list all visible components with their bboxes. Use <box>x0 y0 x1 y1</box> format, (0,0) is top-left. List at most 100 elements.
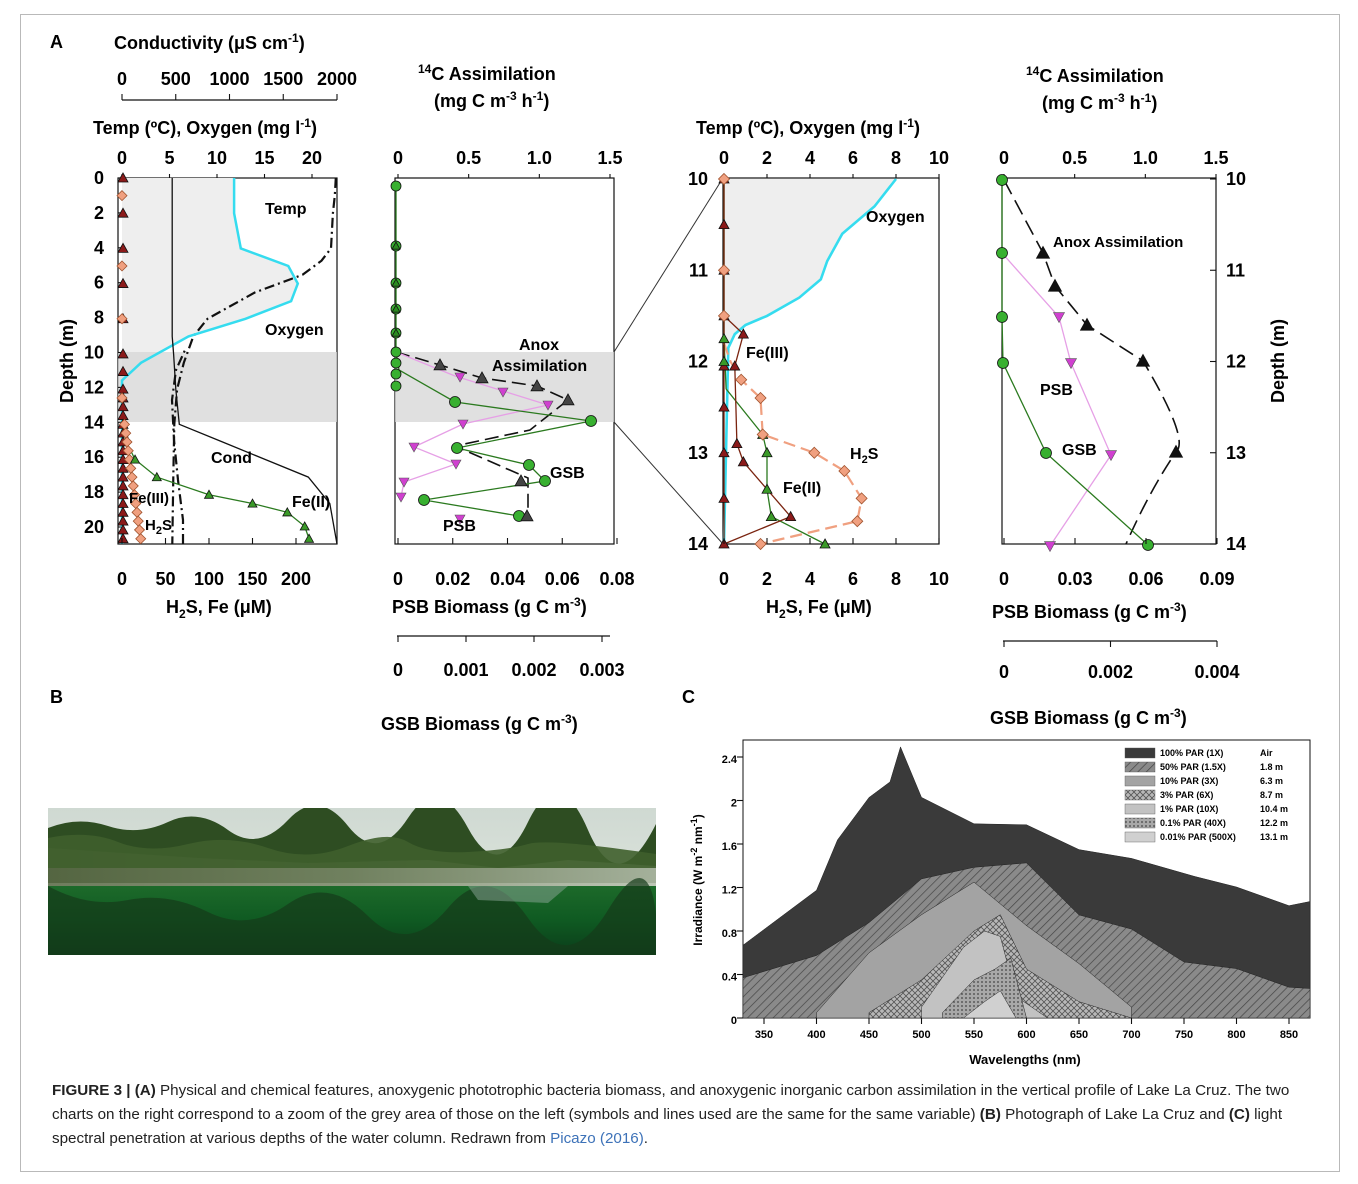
tick-label: 0 <box>117 69 127 89</box>
tick-label: 18 <box>84 482 104 502</box>
tick-label: 50 <box>155 569 175 589</box>
caption-b-text: Photograph of Lake La Cruz and <box>1001 1106 1229 1123</box>
legend-label: 100% PAR (1X) <box>1160 748 1223 758</box>
tick-label: 600 <box>1017 1029 1035 1041</box>
tick-label: 0 <box>731 1015 737 1027</box>
zoom-bottom-ticks: 0 2 4 6 8 10 <box>719 538 949 589</box>
assimilation-ticks-zoom: 0 0.5 1.0 1.5 <box>999 148 1229 180</box>
gsb-ticks-left: 0 0.001 0.002 0.003 <box>393 636 625 680</box>
panel-letter-c: C <box>682 687 695 707</box>
legend-depth: 1.8 m <box>1260 762 1283 772</box>
zoom-gsb-marker <box>997 175 1008 186</box>
zoom-connector-bottom <box>614 422 723 544</box>
tick-label: 0.5 <box>456 148 481 168</box>
legend-swatch <box>1125 804 1155 814</box>
legend-label: 3% PAR (6X) <box>1160 790 1213 800</box>
zoom-gsb-marker <box>998 358 1009 369</box>
tick-label: 10 <box>929 569 949 589</box>
anox-label-left-1: Anox <box>519 337 559 354</box>
irradiance-y-title: Irradiance (W m-2 nm-1) <box>689 814 705 945</box>
tick-label: 0 <box>999 662 1009 682</box>
caption-citation-link[interactable]: Picazo (2016) <box>550 1130 644 1147</box>
tick-label: 150 <box>237 569 267 589</box>
legend-depth: 6.3 m <box>1260 776 1283 786</box>
tick-label: 2 <box>94 203 104 223</box>
anox-label-left-2: Assimilation <box>492 358 587 375</box>
assimilation-chart-left: 14C Assimilation (mg C m-3 h-1) 0 0.5 1.0 1… <box>381 62 635 734</box>
legend-swatch <box>1125 776 1155 786</box>
tick-label: 2 <box>762 569 772 589</box>
tick-label: 200 <box>281 569 311 589</box>
tick-label: 0.004 <box>1194 662 1239 682</box>
irradiance-chart: 0 0.4 0.8 1.2 1.6 2 2.4 350 400 450 500 550 600 650 7… <box>689 740 1310 1067</box>
tick-label: 0.09 <box>1199 569 1234 589</box>
assimilation-chart-zoom: 14C Assimilation (mg C m-3 h-1) 0 0.5 1.0 1… <box>990 64 1288 728</box>
tick-label: 2 <box>731 798 737 810</box>
irradiance-legend: 100% PAR (1X) Air50% PAR (1.5X) 1.8 m10% P… <box>1125 748 1288 842</box>
psb-label-left: PSB <box>443 518 476 535</box>
legend-label: 0.01% PAR (500X) <box>1160 832 1236 842</box>
tick-label: 350 <box>755 1029 773 1041</box>
tick-label: 0.002 <box>1088 662 1133 682</box>
fe2-label: Fe(II) <box>292 494 330 511</box>
fe3-label: Fe(III) <box>129 490 169 507</box>
caption-a-label: (A) <box>135 1082 156 1099</box>
legend-swatch <box>1125 748 1155 758</box>
gsb-marker <box>540 476 551 487</box>
tick-label: 0.03 <box>1057 569 1092 589</box>
gsb-marker <box>586 416 597 427</box>
assimilation-title-zoom: 14C Assimilation <box>1026 64 1164 86</box>
psb-ticks-zoom: 0 0.03 0.06 0.09 <box>999 538 1235 589</box>
tick-label: 0.06 <box>545 569 580 589</box>
profile-chart-zoom: Temp (ºC), Oxygen (mg l-1) 0 2 4 6 8 10 10111… <box>688 116 949 621</box>
tick-label: 20 <box>84 517 104 537</box>
gsb-marker <box>524 460 535 471</box>
legend-label: 50% PAR (1.5X) <box>1160 762 1226 772</box>
tick-label: 550 <box>965 1029 983 1041</box>
zoom-top-ticks: 0 2 4 6 8 10 <box>719 148 949 180</box>
legend-swatch <box>1125 832 1155 842</box>
tick-label: 500 <box>161 69 191 89</box>
tick-label: 10 <box>929 148 949 168</box>
assimilation-units-left: (mg C m-3 h-1) <box>434 89 549 111</box>
tick-label: 1.2 <box>722 885 737 897</box>
zoom-oxygen-label: Oxygen <box>866 209 925 226</box>
tick-label: 1.0 <box>527 148 552 168</box>
tick-label: 700 <box>1122 1029 1140 1041</box>
tick-label: 400 <box>807 1029 825 1041</box>
tick-label: 4 <box>805 148 815 168</box>
zoom-band <box>118 352 337 422</box>
gsb-label-zoom: GSB <box>1062 442 1097 459</box>
zoom-gsb-marker <box>1041 448 1052 459</box>
legend-depth: 10.4 m <box>1260 804 1288 814</box>
tick-label: 0.02 <box>435 569 470 589</box>
tick-label: 11 <box>1226 260 1245 280</box>
gsb-marker <box>450 397 461 408</box>
psb-label-zoom: PSB <box>1040 382 1073 399</box>
lake-photograph <box>48 808 656 955</box>
gsb-axis-title-zoom: GSB Biomass (g C m-3) <box>990 706 1187 728</box>
tick-label: 20 <box>302 148 322 168</box>
caption-figure-label: FIGURE 3 | <box>52 1082 135 1099</box>
assimilation-title-left: 14C Assimilation <box>418 62 556 84</box>
tick-label: 650 <box>1070 1029 1088 1041</box>
tick-label: 1.5 <box>597 148 622 168</box>
tick-label: 11 <box>689 260 708 280</box>
gsb-marker <box>391 381 401 391</box>
tick-label: 14 <box>84 412 104 432</box>
legend-label: 0.1% PAR (40X) <box>1160 818 1226 828</box>
tick-label: 800 <box>1227 1029 1245 1041</box>
tick-label: 13 <box>1226 443 1246 463</box>
tick-label: 450 <box>860 1029 878 1041</box>
lake-photo-drawing <box>48 808 656 955</box>
tick-label: 1000 <box>209 69 249 89</box>
caption-c-label: (C) <box>1229 1106 1250 1123</box>
temp-ticks: 0 5 10 15 20 <box>117 148 322 180</box>
anox-label-zoom: Anox Assimilation <box>1053 234 1183 251</box>
psb-axis-title-left: PSB Biomass (g C m-3) <box>392 595 587 617</box>
irradiance-x-title: Wavelengths (nm) <box>969 1052 1080 1067</box>
tick-label: 10 <box>688 169 708 189</box>
gsb-marker <box>391 358 401 368</box>
tick-label: 0.5 <box>1062 148 1087 168</box>
tick-label: 0 <box>999 148 1009 168</box>
